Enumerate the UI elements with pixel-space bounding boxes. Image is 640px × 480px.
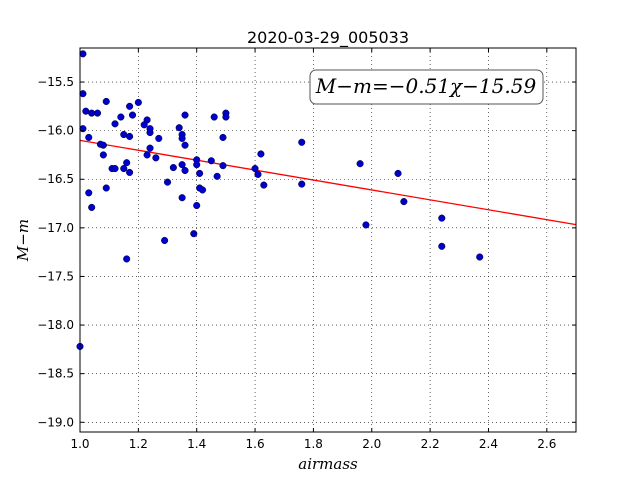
data-point	[120, 164, 128, 173]
x-tick-label: 2.4	[479, 437, 498, 451]
fit-line	[79, 139, 577, 226]
data-point	[169, 164, 177, 172]
data-point	[213, 172, 221, 180]
data-point	[93, 109, 102, 117]
data-point	[476, 253, 484, 261]
data-point	[222, 113, 230, 121]
data-point	[123, 255, 131, 263]
y-tick-label: −18.5	[37, 367, 74, 381]
data-point	[102, 97, 110, 106]
x-tick-label: 2.0	[362, 437, 381, 451]
data-point	[85, 133, 93, 141]
data-point	[219, 162, 227, 170]
data-point	[143, 151, 151, 159]
y-tick-label: −17.5	[37, 269, 74, 283]
data-point	[438, 242, 446, 250]
data-point	[152, 154, 160, 162]
chart-title: 2020-03-29_005033	[247, 28, 409, 48]
y-tick-label: −19.0	[37, 415, 74, 429]
data-point	[196, 169, 204, 177]
data-point	[210, 113, 218, 121]
data-point	[155, 134, 163, 142]
data-point	[181, 141, 189, 149]
data-point	[143, 116, 151, 124]
data-point	[181, 111, 189, 119]
data-point	[163, 178, 172, 186]
x-tick-label: 1.4	[187, 437, 206, 451]
data-point	[193, 201, 201, 210]
equation-box-frame	[309, 69, 544, 105]
data-point	[178, 194, 186, 202]
data-point	[128, 111, 137, 119]
data-point	[219, 133, 227, 141]
x-tick-label: 1.0	[70, 437, 89, 451]
data-point	[251, 164, 259, 173]
y-tick-label: −16.0	[37, 124, 74, 138]
data-point	[298, 138, 306, 146]
data-point	[99, 151, 107, 159]
data-point	[298, 180, 306, 188]
data-point	[79, 50, 87, 58]
equation-label: M−m=−0.51χ−15.59	[315, 74, 537, 98]
x-tick-label: 1.8	[304, 437, 323, 451]
data-point	[134, 98, 142, 106]
data-point	[146, 129, 154, 137]
data-point	[362, 221, 370, 229]
grid-lines	[79, 48, 576, 432]
data-point	[190, 230, 198, 238]
data-point	[257, 150, 265, 158]
plot-frame	[79, 47, 577, 433]
data-point	[102, 184, 110, 192]
scatter-points	[76, 50, 484, 351]
data-point	[193, 161, 201, 169]
data-point	[111, 120, 119, 128]
data-point	[438, 214, 446, 222]
data-point	[178, 134, 186, 142]
axis-ticks: 1.0 1.2 1.4 1.6 1.8 2.0 2.2 2.4 2.6 −15.5 −16.0 −16…	[37, 48, 576, 451]
y-tick-label: −16.5	[37, 172, 74, 186]
data-point	[85, 189, 93, 197]
equation-box: M−m=−0.51χ−15.59	[309, 69, 544, 105]
data-point	[126, 168, 134, 176]
data-point	[400, 198, 408, 206]
data-point	[161, 236, 169, 245]
data-point	[79, 90, 87, 98]
data-point	[178, 161, 186, 169]
data-point	[126, 102, 134, 110]
y-tick-label: −17.0	[37, 221, 74, 235]
x-tick-label: 1.2	[129, 437, 148, 451]
data-point	[394, 169, 402, 177]
x-axis-label: airmass	[298, 455, 358, 473]
data-point	[254, 170, 262, 178]
data-point	[99, 141, 107, 149]
y-tick-label: −18.0	[37, 318, 74, 332]
data-point	[198, 186, 207, 194]
data-point	[146, 144, 154, 152]
x-tick-label: 1.6	[246, 437, 265, 451]
data-point	[123, 159, 131, 167]
x-tick-label: 2.2	[421, 437, 440, 451]
x-tick-label: 2.6	[537, 437, 556, 451]
data-point	[111, 164, 119, 173]
data-point	[181, 166, 189, 175]
y-tick-label: −15.5	[37, 75, 74, 89]
data-point	[207, 157, 215, 165]
data-point	[175, 124, 183, 132]
data-point	[117, 113, 125, 121]
y-axis-label: M−m	[14, 219, 32, 262]
fit-line-layer	[79, 139, 577, 226]
data-point	[126, 132, 134, 141]
data-point	[356, 160, 364, 168]
data-point	[260, 181, 268, 189]
data-point	[88, 203, 96, 211]
